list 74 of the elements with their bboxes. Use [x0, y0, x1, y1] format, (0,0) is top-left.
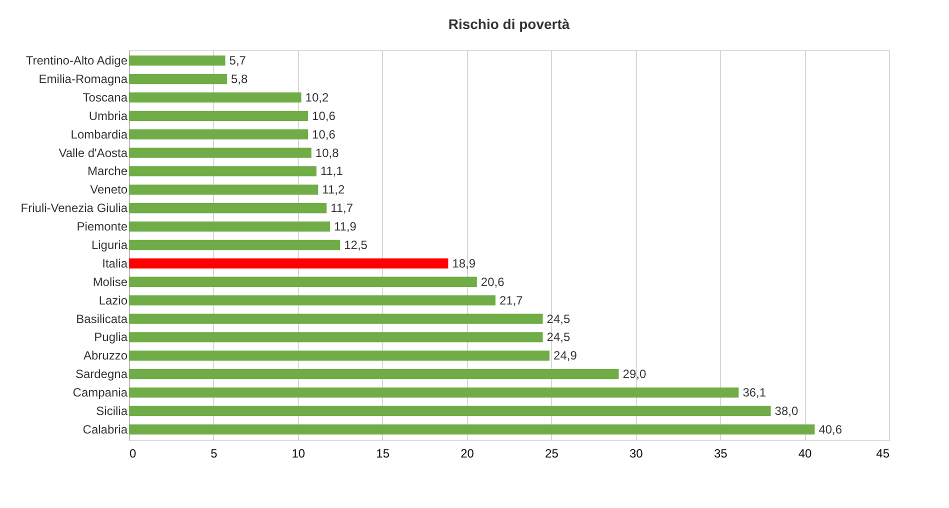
data-label: 24,9 [554, 348, 578, 363]
y-tick-label: Toscana [82, 90, 128, 104]
data-label: 10,8 [315, 146, 340, 160]
y-tick-label: Campania [72, 386, 128, 400]
x-tick-label: 40 [798, 446, 812, 460]
y-tick-label: Umbria [88, 108, 128, 123]
x-tick-label: 20 [460, 446, 474, 460]
y-tick-label: Lazio [98, 293, 128, 308]
y-tick-label: Italia [102, 256, 128, 270]
y-tick-label: Marche [87, 164, 128, 178]
bar [129, 129, 308, 140]
bar [129, 350, 550, 361]
x-tick-label: 0 [130, 446, 136, 460]
data-label: 21,7 [499, 293, 524, 308]
data-label: 36,1 [742, 386, 766, 400]
data-label: 12,5 [344, 238, 368, 252]
data-label: 38,0 [774, 404, 798, 418]
data-label: 5,8 [230, 72, 248, 86]
data-label: 5,7 [229, 54, 246, 68]
bar [129, 203, 327, 214]
y-tick-label: Sicilia [96, 404, 128, 418]
data-label: 10,2 [305, 90, 329, 104]
bar [129, 166, 316, 176]
bar [129, 276, 477, 287]
data-label: 18,9 [452, 256, 476, 270]
y-tick-label: Liguria [91, 238, 128, 252]
data-label: 24,5 [546, 330, 570, 344]
x-tick-label: 35 [714, 446, 728, 460]
data-label: 11,7 [330, 201, 354, 216]
data-label: 11,1 [320, 164, 344, 178]
data-label: 29,0 [622, 367, 646, 382]
x-tick-label: 15 [376, 446, 390, 460]
y-tick-label: Lombardia [70, 127, 128, 142]
data-label: 40,6 [818, 422, 842, 436]
bar [129, 387, 739, 398]
y-tick-label: Sardegna [75, 367, 128, 382]
data-label: 24,5 [546, 312, 570, 326]
y-tick-label: Abruzzo [83, 348, 128, 363]
x-tick-label: 5 [210, 446, 218, 460]
bar [129, 92, 302, 103]
bar [129, 258, 448, 269]
bar [129, 332, 543, 342]
y-tick-label: Valle d'Aosta [58, 146, 128, 160]
y-tick-label: Piemonte [76, 220, 128, 234]
bar [129, 148, 312, 158]
chart-title: Rischio di povertà [448, 16, 570, 32]
bar [129, 369, 619, 380]
y-tick-label: Puglia [94, 330, 128, 344]
bar [129, 424, 815, 434]
bar [129, 406, 771, 416]
y-tick-label: Friuli-Venezia Giulia [20, 201, 128, 216]
bar [129, 110, 308, 121]
y-tick-label: Basilicata [76, 312, 128, 326]
bar [129, 295, 496, 306]
data-label: 20,6 [480, 274, 505, 289]
bar [129, 74, 227, 84]
data-label: 10,6 [312, 127, 336, 142]
y-tick-label: Trentino-Alto Adige [26, 54, 128, 68]
bar [129, 184, 318, 195]
data-label: 11,9 [334, 220, 357, 234]
y-tick-label: Molise [92, 274, 128, 289]
bar [129, 56, 226, 66]
bar [129, 221, 330, 232]
bar [129, 314, 543, 324]
x-tick-label: 25 [545, 446, 559, 460]
data-label: 10,6 [312, 108, 336, 123]
y-tick-label: Calabria [82, 422, 128, 436]
x-tick-label: 30 [629, 446, 644, 460]
x-tick-label: 45 [876, 446, 890, 460]
bar [129, 240, 340, 250]
y-tick-label: Veneto [90, 182, 128, 197]
y-tick-label: Emilia-Romagna [38, 72, 128, 86]
x-tick-label: 10 [292, 446, 306, 460]
data-label: 11,2 [322, 182, 345, 197]
